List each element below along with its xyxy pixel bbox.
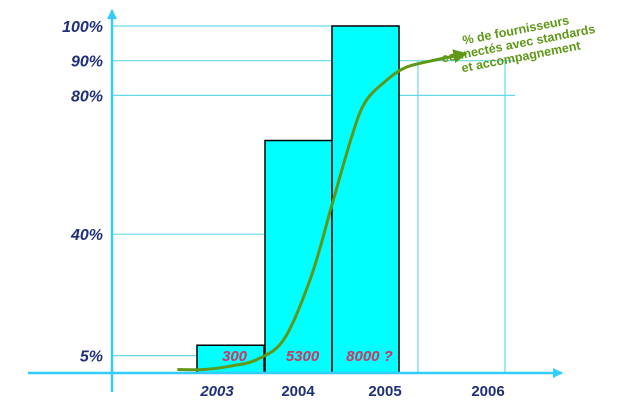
trend-line (177, 49, 468, 372)
bars (196, 25, 400, 374)
x-tick-label: 2004 (281, 383, 315, 400)
y-tick-label: 80% (71, 88, 103, 105)
bar-value-label: 5300 (286, 348, 320, 365)
x-tick-label: 2006 (471, 383, 504, 400)
y-tick-label: 5% (80, 349, 103, 366)
x-tick-label: 2005 (368, 383, 401, 400)
y-tick-label: 90% (71, 54, 103, 71)
x-tick-label: 2003 (199, 383, 234, 400)
bar-value-label: 300 (222, 348, 248, 365)
bar-2005 (331, 25, 400, 374)
bar-value-label: 8000 ? (346, 348, 393, 365)
grid-lines (112, 25, 515, 373)
y-tick-label: 100% (62, 19, 103, 36)
bar-2004 (264, 139, 333, 374)
trend-curve (177, 49, 468, 372)
y-tick-label: 40% (70, 227, 103, 244)
axes (28, 9, 563, 392)
